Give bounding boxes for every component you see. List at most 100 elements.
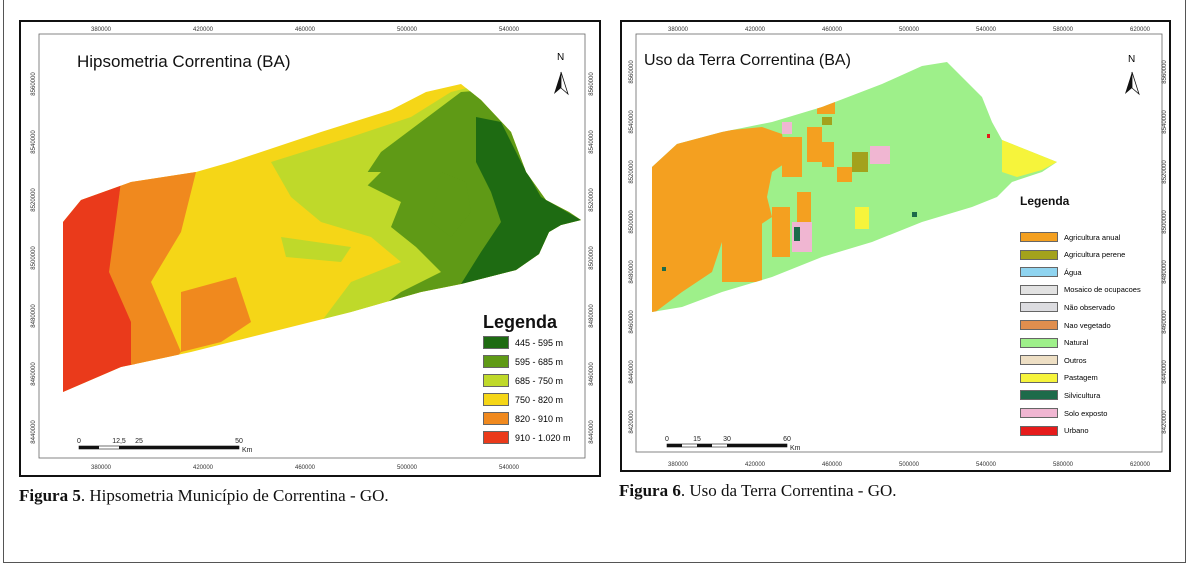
scale-label: 50 — [235, 438, 243, 445]
figure6-label: Figura 6 — [619, 481, 681, 500]
y-tick-label: 8500000 — [629, 210, 635, 234]
legend-item: Natural — [1020, 337, 1089, 348]
legend-swatch — [1020, 284, 1058, 295]
legend-label: Solo exposto — [1064, 408, 1108, 418]
legend-swatch — [1020, 390, 1058, 401]
class-agricultura-anual — [652, 127, 787, 312]
legend-swatch — [1020, 355, 1058, 366]
legend-item: Nao vegetado — [1020, 320, 1111, 330]
x-tick-label: 460000 — [295, 465, 316, 471]
y-tick-label: 8420000 — [629, 410, 635, 434]
legend-swatch — [1020, 267, 1058, 278]
x-tick-label: 380000 — [91, 465, 112, 471]
legend-label: 820 - 910 m — [515, 413, 564, 424]
figure5-caption: Figura 5. Hipsometria Município de Corre… — [19, 486, 389, 506]
x-tick-label: 500000 — [899, 27, 920, 33]
x-tick-label: 500000 — [397, 465, 418, 471]
legend-label: Não observado — [1064, 302, 1115, 312]
land-use-map-canvas: 380000 420000 460000 500000 540000 580000 6200… — [629, 27, 1168, 468]
y-tick-label: 8520000 — [31, 188, 37, 212]
legend-label: Agricultura anual — [1064, 232, 1121, 242]
x-tick-label: 580000 — [1053, 27, 1074, 33]
y-tick-label: 8560000 — [31, 72, 37, 96]
legend-label: Mosaico de ocupacoes — [1064, 285, 1141, 295]
legend-swatch — [1020, 249, 1058, 260]
legend-swatch — [483, 374, 509, 387]
hypsometry-map-canvas: 380000 420000 460000 500000 540000 380000 420… — [31, 27, 595, 471]
legend-label: Pastagem — [1064, 373, 1098, 383]
map1-north-arrow — [554, 71, 569, 96]
band-685-750-b — [321, 172, 381, 197]
figure6-caption: Figura 6. Uso da Terra Correntina - GO. — [619, 481, 897, 501]
map1-title: Hipsometria Correntina (BA) — [77, 52, 291, 71]
legend-item: 820 - 910 m — [483, 412, 563, 425]
legend-label: Silvicultura — [1064, 390, 1101, 400]
class-urbano — [987, 134, 990, 138]
legend-item: Solo exposto — [1020, 408, 1107, 418]
land-use-map: 380000 420000 460000 500000 540000 580000 6200… — [620, 20, 1171, 472]
y-tick-label: 8440000 — [1162, 360, 1168, 384]
legend-item: Não observado — [1020, 302, 1115, 313]
class-silvicultura — [794, 227, 800, 241]
page-frame — [3, 0, 1186, 563]
y-tick-label: 8540000 — [1162, 110, 1168, 134]
class-agricultura-perene — [822, 117, 832, 125]
y-tick-label: 8420000 — [1162, 410, 1168, 434]
scale-unit: Km — [242, 447, 253, 454]
legend-swatch — [1020, 425, 1058, 436]
scale-label: 25 — [135, 438, 143, 445]
map2-north-label: N — [1128, 54, 1136, 65]
legend-item: 445 - 595 m — [483, 336, 563, 349]
legend-swatch — [1020, 337, 1058, 348]
scale-unit: Km — [790, 445, 801, 452]
y-tick-label: 8500000 — [1162, 210, 1168, 234]
legend-item: Outros — [1020, 355, 1087, 366]
x-tick-label: 460000 — [822, 462, 843, 468]
band-595-685-b — [431, 172, 471, 237]
y-tick-label: 8480000 — [31, 304, 37, 328]
legend-label: 685 - 750 m — [515, 375, 564, 386]
legend-swatch — [1020, 408, 1058, 418]
figure5-label: Figura 5 — [19, 486, 81, 505]
band-820-910-b — [181, 277, 251, 352]
x-tick-label: 380000 — [668, 27, 689, 33]
legend-swatch — [483, 412, 509, 425]
legend-label: 910 - 1.020 m — [515, 432, 571, 443]
y-tick-label: 8480000 — [589, 304, 595, 328]
y-tick-label: 8440000 — [589, 420, 595, 444]
x-tick-label: 420000 — [193, 27, 214, 33]
legend-item: Urbano — [1020, 425, 1089, 436]
y-tick-label: 8480000 — [1162, 260, 1168, 284]
map1-legend-title: Legenda — [483, 312, 558, 332]
y-tick-label: 8540000 — [589, 130, 595, 154]
y-tick-label: 8520000 — [629, 160, 635, 184]
x-tick-label: 380000 — [91, 27, 112, 33]
y-tick-label: 8520000 — [1162, 160, 1168, 184]
legend-item: Silvicultura — [1020, 390, 1101, 401]
x-tick-label: 620000 — [1130, 27, 1151, 33]
legend-swatch — [483, 355, 509, 368]
legend-swatch — [483, 393, 509, 406]
legend-item: Mosaico de ocupacoes — [1020, 284, 1141, 295]
y-tick-label: 8560000 — [1162, 60, 1168, 84]
hypsometry-map: 380000 420000 460000 500000 540000 380000 420… — [19, 20, 601, 477]
x-tick-label: 540000 — [976, 462, 997, 468]
legend-label: Natural — [1064, 338, 1089, 348]
x-tick-label: 460000 — [822, 27, 843, 33]
legend-item: 910 - 1.020 m — [483, 431, 571, 444]
y-tick-label: 8540000 — [629, 110, 635, 134]
legend-label: Urbano — [1064, 426, 1089, 436]
y-tick-label: 8460000 — [31, 362, 37, 386]
legend-label: Agricultura perene — [1064, 250, 1126, 260]
legend-label: 445 - 595 m — [515, 337, 564, 348]
x-tick-label: 500000 — [899, 462, 920, 468]
scale-label: 60 — [783, 436, 791, 443]
map2-title: Uso da Terra Correntina (BA) — [644, 52, 851, 69]
x-tick-label: 540000 — [499, 27, 520, 33]
scale-label: 12,5 — [112, 438, 126, 445]
x-tick-label: 620000 — [1130, 462, 1151, 468]
y-tick-label: 8560000 — [589, 72, 595, 96]
class-pastagem — [855, 207, 869, 229]
band-685-750-c — [281, 237, 351, 262]
y-tick-label: 8500000 — [31, 246, 37, 270]
